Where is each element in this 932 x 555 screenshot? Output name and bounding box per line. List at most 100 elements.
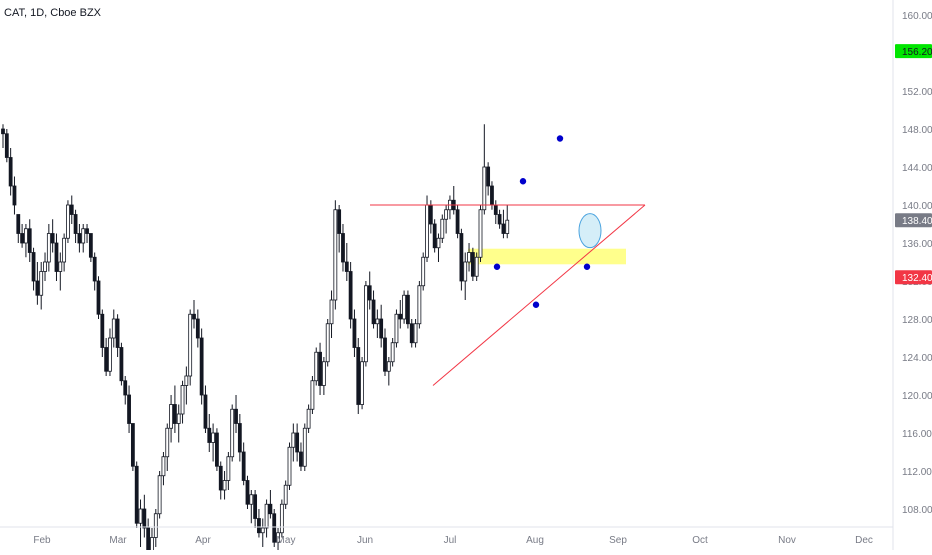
candle[interactable] [119, 342, 124, 386]
candle[interactable] [39, 262, 44, 310]
candle[interactable] [268, 490, 273, 519]
candle[interactable] [62, 233, 67, 272]
candle[interactable] [165, 423, 170, 472]
candle[interactable] [249, 490, 254, 524]
candle[interactable] [123, 376, 128, 405]
candle[interactable] [283, 480, 288, 510]
candle[interactable] [344, 243, 349, 281]
candle[interactable] [421, 252, 426, 291]
candle[interactable] [77, 224, 82, 253]
candle[interactable] [92, 252, 97, 291]
candle[interactable] [497, 209, 502, 229]
candle[interactable] [363, 281, 368, 367]
candle[interactable] [375, 309, 380, 339]
candle[interactable] [474, 252, 479, 282]
candle[interactable] [215, 428, 219, 471]
candle[interactable] [172, 385, 177, 434]
candle[interactable] [203, 385, 208, 434]
candle[interactable] [222, 471, 227, 500]
candle[interactable] [394, 309, 399, 348]
candle[interactable] [470, 247, 475, 281]
candle[interactable] [337, 205, 342, 253]
candle[interactable] [325, 319, 330, 367]
candle[interactable] [237, 414, 242, 462]
candle[interactable] [115, 314, 120, 357]
candle[interactable] [69, 195, 74, 225]
candle[interactable] [501, 209, 506, 239]
candle[interactable] [444, 205, 449, 234]
candle[interactable] [367, 271, 372, 310]
candle[interactable] [16, 214, 21, 244]
candle[interactable] [46, 224, 51, 272]
candle[interactable] [417, 281, 422, 329]
candle[interactable] [360, 357, 364, 410]
candle[interactable] [161, 452, 166, 486]
candle[interactable] [4, 129, 9, 163]
candle[interactable] [455, 205, 460, 239]
candle[interactable] [341, 224, 345, 272]
candle[interactable] [100, 309, 105, 358]
candle[interactable] [321, 357, 326, 395]
candle[interactable] [85, 224, 89, 243]
candle[interactable] [35, 262, 40, 305]
candle[interactable] [184, 366, 189, 405]
candle[interactable] [12, 176, 17, 215]
candle[interactable] [134, 461, 139, 529]
candle[interactable] [463, 252, 468, 301]
candle[interactable] [8, 148, 13, 196]
candle[interactable] [386, 357, 391, 386]
candle[interactable] [230, 404, 235, 462]
candle[interactable] [348, 262, 353, 329]
candle[interactable] [287, 442, 292, 491]
candle[interactable] [127, 385, 131, 434]
candle[interactable] [306, 404, 311, 434]
candle[interactable] [371, 290, 376, 329]
candle[interactable] [432, 219, 437, 253]
candle[interactable] [390, 338, 395, 367]
candle[interactable] [211, 423, 216, 462]
candle[interactable] [264, 499, 269, 538]
candle[interactable] [260, 518, 265, 548]
candle[interactable] [467, 243, 471, 272]
candle[interactable] [318, 342, 322, 395]
candle[interactable] [436, 233, 441, 263]
candle[interactable] [31, 247, 36, 291]
candle[interactable] [96, 276, 101, 319]
candle[interactable] [24, 224, 28, 258]
candle[interactable] [180, 380, 185, 424]
candle[interactable] [356, 338, 361, 414]
candle[interactable] [279, 499, 284, 538]
candle[interactable] [226, 452, 231, 490]
candle[interactable] [43, 252, 47, 282]
candle[interactable] [142, 494, 147, 538]
candle[interactable] [146, 518, 151, 555]
candle[interactable] [207, 414, 212, 452]
candle[interactable] [329, 290, 334, 339]
candle[interactable] [272, 509, 277, 547]
candle[interactable] [352, 309, 357, 358]
candle[interactable] [291, 423, 296, 462]
candle[interactable] [138, 499, 143, 548]
candles-layer[interactable] [1, 124, 510, 555]
candle[interactable] [130, 423, 135, 472]
candle[interactable] [383, 328, 387, 377]
candle[interactable] [153, 509, 158, 547]
candle[interactable] [402, 290, 407, 324]
candle[interactable] [333, 200, 338, 310]
candle[interactable] [1, 124, 5, 148]
candle[interactable] [81, 224, 86, 253]
candle[interactable] [20, 224, 25, 248]
candle[interactable] [157, 471, 162, 519]
candle[interactable] [310, 376, 315, 414]
candle[interactable] [505, 205, 510, 239]
candle[interactable] [234, 395, 238, 433]
candle[interactable] [413, 319, 418, 348]
candle[interactable] [314, 347, 319, 386]
candle[interactable] [379, 304, 384, 348]
candle[interactable] [169, 395, 173, 443]
candle[interactable] [50, 219, 55, 253]
candle[interactable] [195, 309, 200, 348]
candle[interactable] [27, 219, 32, 262]
